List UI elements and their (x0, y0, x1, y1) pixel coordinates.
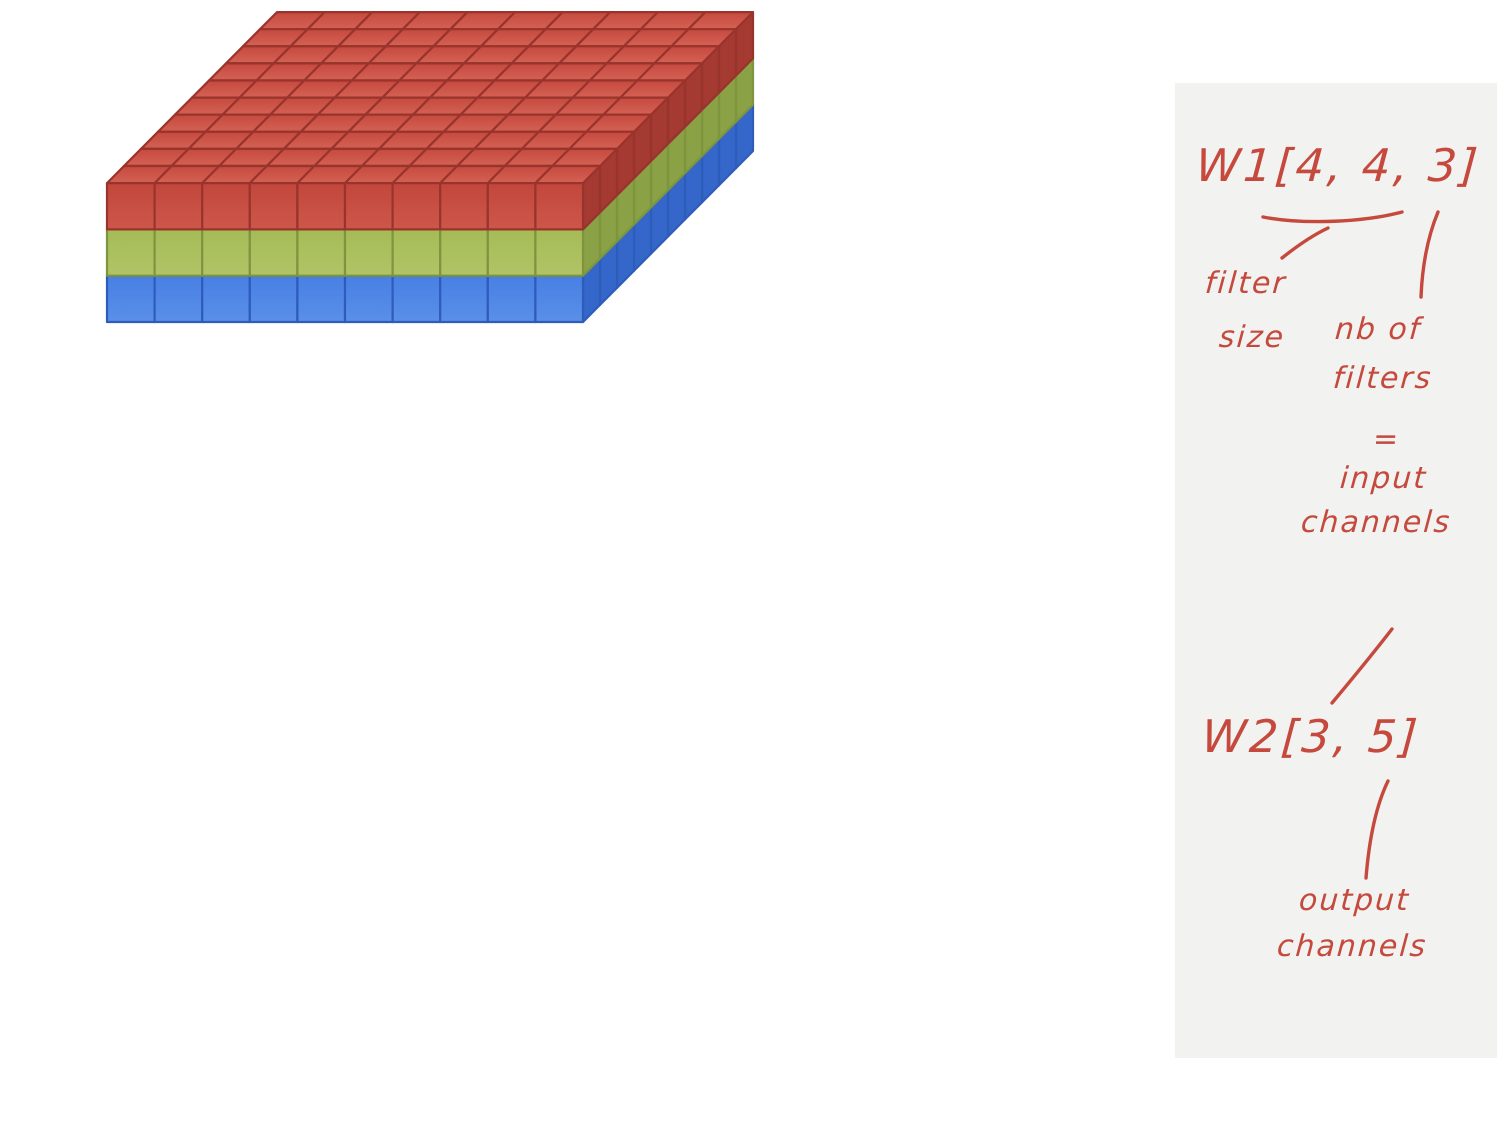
note-input-channels: channels (1299, 505, 1453, 540)
note-output: output (1297, 883, 1412, 918)
rgb-tensor-figure (105, 11, 755, 324)
w2-output-pointer-line (1364, 779, 1390, 880)
note-equals-sign: = (1371, 422, 1402, 457)
note-filter: filter (1203, 266, 1289, 301)
w1-shape-label: W1[4, 4, 3] (1194, 139, 1483, 192)
annotation-panel: W1[4, 4, 3] filter size nb of filters = … (1175, 83, 1497, 1058)
w1-filter-size-underline (1261, 210, 1404, 224)
note-filters: filters (1331, 361, 1434, 396)
note-size: size (1217, 320, 1287, 355)
note-output-channels: channels (1275, 929, 1429, 964)
w1-filter-size-pointer-line (1280, 226, 1330, 260)
annotation-lines (1261, 210, 1440, 880)
w2-shape-label: W2[3, 5] (1200, 710, 1422, 763)
w1-nb-filters-pointer-line (1419, 210, 1440, 299)
note-nb-of: nb of (1333, 312, 1423, 347)
note-input: input (1338, 461, 1429, 496)
w2-pointer-slash (1330, 627, 1394, 705)
